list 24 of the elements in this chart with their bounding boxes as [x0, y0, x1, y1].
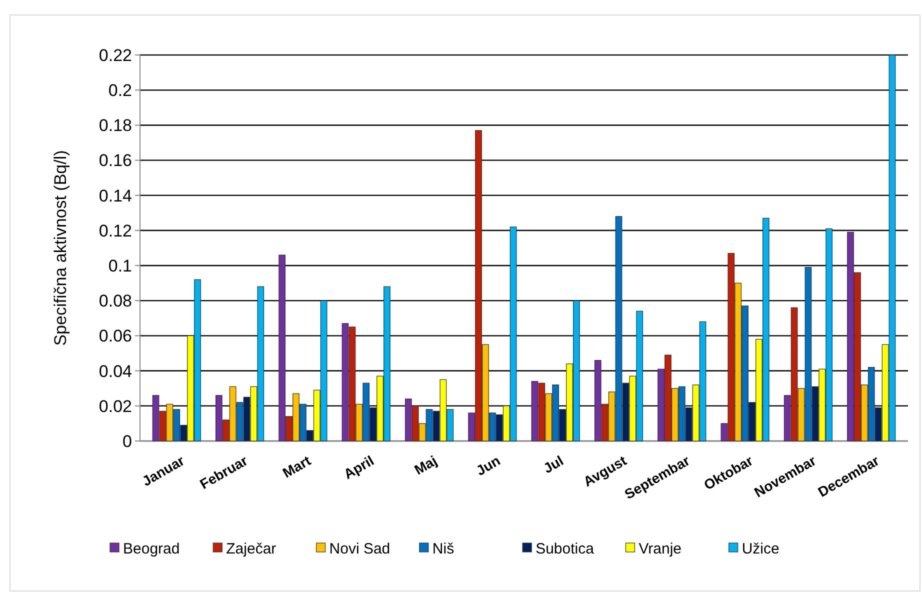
y-tick-label: 0.14	[98, 186, 132, 206]
x-tick-label: Jul	[540, 452, 566, 476]
y-tick-label: 0.04	[98, 362, 132, 381]
legend-label: Niš	[432, 540, 454, 558]
y-tick-label: 0.08	[98, 292, 132, 311]
legend-label: Vranje	[638, 540, 682, 558]
x-tick-label: Maj	[411, 452, 440, 478]
y-tick-label: 0.02	[98, 396, 132, 416]
y-tick-label: 0.16	[98, 151, 132, 170]
x-tick-label: Jun	[473, 452, 503, 479]
y-tick-label: 0.1	[108, 256, 132, 276]
y-tick-label: 0.22	[98, 46, 132, 65]
legend-label: Beograd	[123, 540, 180, 558]
legend-label: Subotica	[536, 540, 595, 558]
legend-label: Novi Sad	[329, 540, 390, 558]
y-tick-label: 0.12	[98, 221, 132, 240]
y-tick-label: 0	[122, 432, 132, 451]
y-tick-label: 0.2	[108, 81, 132, 100]
x-tick-label: Mart	[280, 452, 314, 481]
y-tick-label: 0.06	[98, 326, 132, 346]
y-axis-title: Specifična aktivnost (Bq/l)	[51, 150, 70, 346]
legend-label: Užice	[742, 540, 780, 558]
y-tick-label: 0.18	[98, 116, 132, 136]
legend-label: Zaječar	[226, 540, 276, 558]
